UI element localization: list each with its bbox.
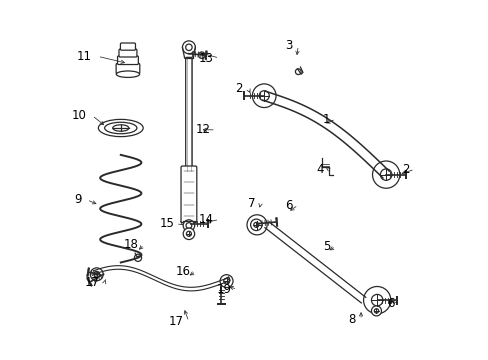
FancyBboxPatch shape bbox=[119, 49, 137, 57]
Circle shape bbox=[183, 220, 194, 231]
Circle shape bbox=[252, 84, 276, 108]
Text: 1: 1 bbox=[323, 113, 330, 126]
FancyBboxPatch shape bbox=[116, 63, 140, 73]
Text: 17: 17 bbox=[84, 276, 99, 289]
Text: 15: 15 bbox=[160, 216, 174, 230]
Text: 10: 10 bbox=[72, 109, 86, 122]
Text: 7: 7 bbox=[247, 197, 255, 210]
Circle shape bbox=[363, 287, 390, 314]
Text: 13: 13 bbox=[199, 51, 214, 64]
Circle shape bbox=[182, 41, 195, 54]
Text: 16: 16 bbox=[175, 265, 190, 278]
Ellipse shape bbox=[98, 120, 143, 136]
Text: 3: 3 bbox=[285, 39, 292, 52]
FancyBboxPatch shape bbox=[117, 56, 138, 64]
Text: 17: 17 bbox=[168, 315, 183, 328]
Circle shape bbox=[371, 306, 381, 316]
Text: 11: 11 bbox=[77, 50, 92, 63]
Ellipse shape bbox=[116, 71, 139, 77]
FancyBboxPatch shape bbox=[181, 166, 196, 223]
Circle shape bbox=[246, 215, 266, 235]
Circle shape bbox=[220, 275, 233, 288]
Circle shape bbox=[183, 228, 194, 239]
FancyBboxPatch shape bbox=[120, 43, 135, 50]
Text: 6: 6 bbox=[387, 297, 394, 310]
Text: 2: 2 bbox=[235, 82, 242, 95]
Text: 19: 19 bbox=[217, 283, 231, 296]
Circle shape bbox=[372, 161, 399, 188]
Text: 4: 4 bbox=[315, 163, 323, 176]
Text: 8: 8 bbox=[347, 313, 355, 327]
Text: 12: 12 bbox=[195, 123, 210, 136]
Circle shape bbox=[250, 219, 262, 230]
Text: 18: 18 bbox=[123, 238, 139, 251]
Text: 2: 2 bbox=[401, 163, 408, 176]
Circle shape bbox=[90, 268, 103, 281]
Text: 9: 9 bbox=[74, 193, 81, 206]
Text: 5: 5 bbox=[323, 240, 330, 253]
FancyBboxPatch shape bbox=[185, 57, 192, 172]
Text: 14: 14 bbox=[199, 213, 214, 226]
Text: 6: 6 bbox=[285, 199, 292, 212]
